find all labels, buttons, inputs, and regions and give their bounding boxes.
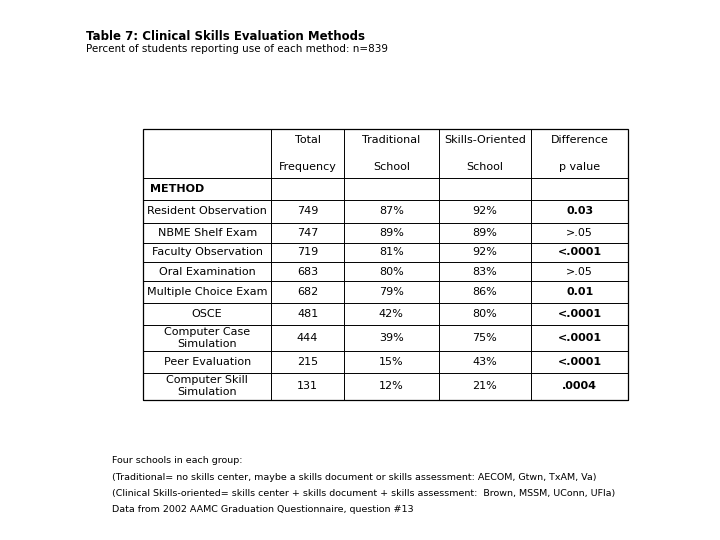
Text: Table 7: Clinical Skills Evaluation Methods: Table 7: Clinical Skills Evaluation Meth… <box>86 30 365 43</box>
Text: Simulation: Simulation <box>177 387 237 397</box>
Text: 75%: 75% <box>472 333 498 343</box>
Text: 81%: 81% <box>379 247 404 257</box>
Text: 444: 444 <box>297 333 318 343</box>
Text: 80%: 80% <box>472 309 498 319</box>
Text: 79%: 79% <box>379 287 404 297</box>
Text: Computer Case: Computer Case <box>164 327 251 338</box>
Text: 39%: 39% <box>379 333 404 343</box>
Text: <.0001: <.0001 <box>557 247 602 257</box>
Text: <.0001: <.0001 <box>557 309 602 319</box>
Text: 21%: 21% <box>472 381 498 391</box>
Text: Percent of students reporting use of each method: n=839: Percent of students reporting use of eac… <box>86 44 388 55</box>
Text: Frequency: Frequency <box>279 163 336 172</box>
Text: >.05: >.05 <box>566 267 593 276</box>
Text: 12%: 12% <box>379 381 404 391</box>
Text: 747: 747 <box>297 228 318 238</box>
Text: 92%: 92% <box>472 247 498 257</box>
Text: Total: Total <box>294 135 320 145</box>
Text: Faculty Observation: Faculty Observation <box>152 247 263 257</box>
Text: 215: 215 <box>297 357 318 367</box>
Text: Multiple Choice Exam: Multiple Choice Exam <box>147 287 267 297</box>
Text: (Traditional= no skills center, maybe a skills document or skills assessment: AE: (Traditional= no skills center, maybe a … <box>112 472 596 482</box>
Text: Traditional: Traditional <box>362 135 420 145</box>
Text: Resident Observation: Resident Observation <box>148 206 267 217</box>
Text: 682: 682 <box>297 287 318 297</box>
Text: Difference: Difference <box>551 135 608 145</box>
Text: 15%: 15% <box>379 357 404 367</box>
Text: p value: p value <box>559 163 600 172</box>
Text: 89%: 89% <box>379 228 404 238</box>
Text: Skills-Oriented: Skills-Oriented <box>444 135 526 145</box>
Text: 719: 719 <box>297 247 318 257</box>
Text: Four schools in each group:: Four schools in each group: <box>112 456 242 465</box>
Text: 83%: 83% <box>472 267 498 276</box>
Bar <box>143 129 629 400</box>
Text: 749: 749 <box>297 206 318 217</box>
Text: Oral Examination: Oral Examination <box>159 267 256 276</box>
Text: 92%: 92% <box>472 206 498 217</box>
Text: 89%: 89% <box>472 228 498 238</box>
Text: 131: 131 <box>297 381 318 391</box>
Text: METHOD: METHOD <box>150 184 204 194</box>
Text: .0004: .0004 <box>562 381 597 391</box>
Text: 87%: 87% <box>379 206 404 217</box>
Text: >.05: >.05 <box>566 228 593 238</box>
Text: (Clinical Skills-oriented= skills center + skills document + skills assessment: : (Clinical Skills-oriented= skills center… <box>112 489 615 498</box>
Text: <.0001: <.0001 <box>557 357 602 367</box>
Text: <.0001: <.0001 <box>557 333 602 343</box>
Text: School: School <box>373 163 410 172</box>
Text: Simulation: Simulation <box>177 339 237 349</box>
Text: 43%: 43% <box>472 357 498 367</box>
Text: 42%: 42% <box>379 309 404 319</box>
Text: NBME Shelf Exam: NBME Shelf Exam <box>158 228 257 238</box>
Text: OSCE: OSCE <box>192 309 222 319</box>
Text: School: School <box>467 163 503 172</box>
Text: Computer Skill: Computer Skill <box>166 375 248 386</box>
Text: Peer Evaluation: Peer Evaluation <box>163 357 251 367</box>
Text: 481: 481 <box>297 309 318 319</box>
Text: Data from 2002 AAMC Graduation Questionnaire, question #13: Data from 2002 AAMC Graduation Questionn… <box>112 505 413 514</box>
Text: 0.01: 0.01 <box>566 287 593 297</box>
Text: 86%: 86% <box>472 287 498 297</box>
Text: 80%: 80% <box>379 267 404 276</box>
Text: 683: 683 <box>297 267 318 276</box>
Text: 0.03: 0.03 <box>566 206 593 217</box>
